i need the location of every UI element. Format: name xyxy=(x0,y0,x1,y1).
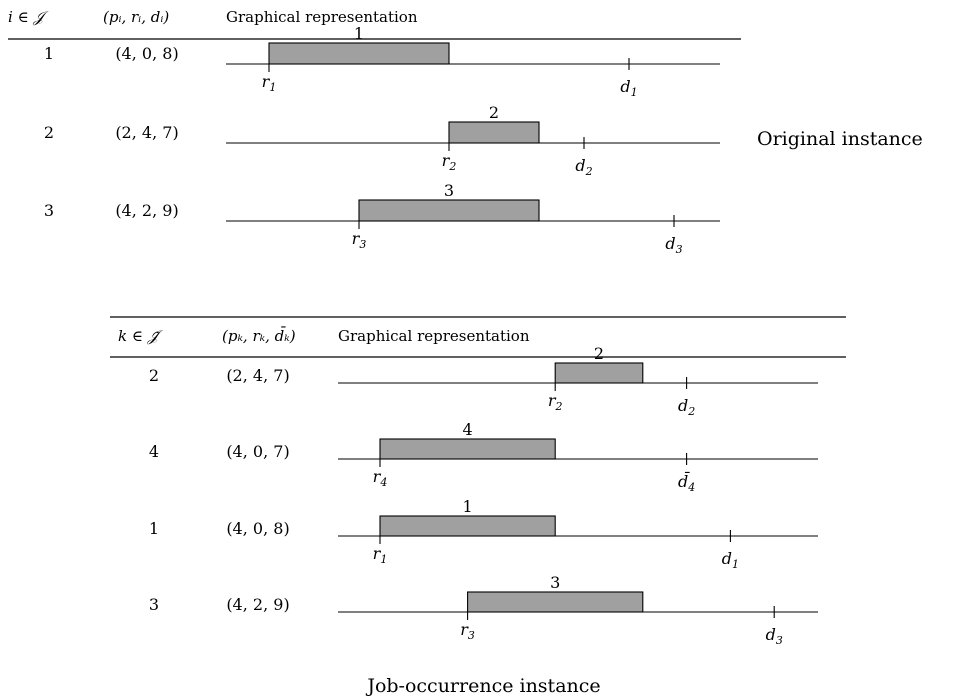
processing-bar xyxy=(554,362,644,384)
deadline-label: d3 xyxy=(665,234,682,256)
original-header-params: (pᵢ, rᵢ, dᵢ) xyxy=(103,8,169,26)
original-rows: 1 (4, 0, 8) 1 r1 d1 2 (2, 4, 7) 2 r2 d2 3 (4, 2, 9)… xyxy=(44,24,720,256)
occurrence-row-4: 4 (4, 0, 7) 4 r4 d̄4 xyxy=(149,420,818,494)
release-label: r1 xyxy=(262,72,277,94)
occurrence-header-index: k ∈ 𝒥̃ xyxy=(118,327,164,345)
deadline-label: d1 xyxy=(722,549,739,571)
processing-bar xyxy=(358,199,540,222)
job-number-label: 3 xyxy=(550,573,560,592)
deadline-label: d1 xyxy=(620,77,637,99)
occurrence-row-3: 3 (4, 2, 9) 3 r3 d3 xyxy=(149,573,818,647)
release-label: r4 xyxy=(373,467,388,489)
processing-bar xyxy=(379,438,556,460)
processing-bar xyxy=(467,591,644,613)
occurrence-row-1: 1 (4, 0, 8) 1 r1 d1 xyxy=(149,497,818,571)
occurrence-table: k ∈ 𝒥̃ (pₖ, rₖ, d̄ₖ) Graphical represent… xyxy=(110,316,846,697)
release-label: r3 xyxy=(352,229,367,251)
processing-bar xyxy=(379,515,556,537)
deadline-label: d3 xyxy=(766,625,783,647)
original-header-graph: Graphical representation xyxy=(226,8,418,26)
job-parameters: (4, 0, 7) xyxy=(226,442,289,461)
occurrence-header-params: (pₖ, rₖ, d̄ₖ) xyxy=(222,327,296,345)
job-parameters: (2, 4, 7) xyxy=(115,123,178,142)
job-number-label: 2 xyxy=(489,103,499,122)
occurrence-rows: 2 (2, 4, 7) 2 r2 d2 4 (4, 0, 7) 4 r4 d̄4 1 (4, 0, 8… xyxy=(149,344,818,647)
job-index: 3 xyxy=(44,201,54,220)
job-number-label: 1 xyxy=(463,497,473,516)
job-parameters: (4, 0, 8) xyxy=(226,519,289,538)
release-label: r3 xyxy=(460,620,475,642)
release-label: r1 xyxy=(373,544,388,566)
processing-bar xyxy=(268,42,450,65)
job-number-label: 1 xyxy=(354,24,364,43)
job-parameters: (2, 4, 7) xyxy=(226,366,289,385)
original-row-2: 2 (2, 4, 7) 2 r2 d2 xyxy=(44,103,720,178)
deadline-label: d̄4 xyxy=(678,470,695,494)
deadline-label: d2 xyxy=(575,156,592,178)
original-caption: Original instance xyxy=(757,128,923,150)
original-table: i ∈ 𝒥 (pᵢ, rᵢ, dᵢ) Graphical representat… xyxy=(8,8,923,256)
release-label: r2 xyxy=(442,151,457,173)
original-row-3: 3 (4, 2, 9) 3 r3 d3 xyxy=(44,181,720,256)
occurrence-row-2: 2 (2, 4, 7) 2 r2 d2 xyxy=(149,344,818,418)
job-number-label: 3 xyxy=(444,181,454,200)
job-index: 4 xyxy=(149,442,159,461)
original-header-index: i ∈ 𝒥 xyxy=(8,8,49,26)
original-row-1: 1 (4, 0, 8) 1 r1 d1 xyxy=(44,24,720,99)
job-index: 2 xyxy=(44,123,54,142)
job-parameters: (4, 2, 9) xyxy=(115,201,178,220)
occurrence-caption: Job-occurrence instance xyxy=(365,675,600,697)
job-number-label: 4 xyxy=(463,420,473,439)
processing-bar xyxy=(448,121,540,144)
job-index: 3 xyxy=(149,595,159,614)
release-label: r2 xyxy=(548,391,563,413)
job-parameters: (4, 2, 9) xyxy=(226,595,289,614)
job-index: 1 xyxy=(149,519,159,538)
job-parameters: (4, 0, 8) xyxy=(115,44,178,63)
job-index: 1 xyxy=(44,44,54,63)
job-number-label: 2 xyxy=(594,344,604,363)
deadline-label: d2 xyxy=(678,396,695,418)
job-index: 2 xyxy=(149,366,159,385)
occurrence-header-graph: Graphical representation xyxy=(338,327,530,345)
